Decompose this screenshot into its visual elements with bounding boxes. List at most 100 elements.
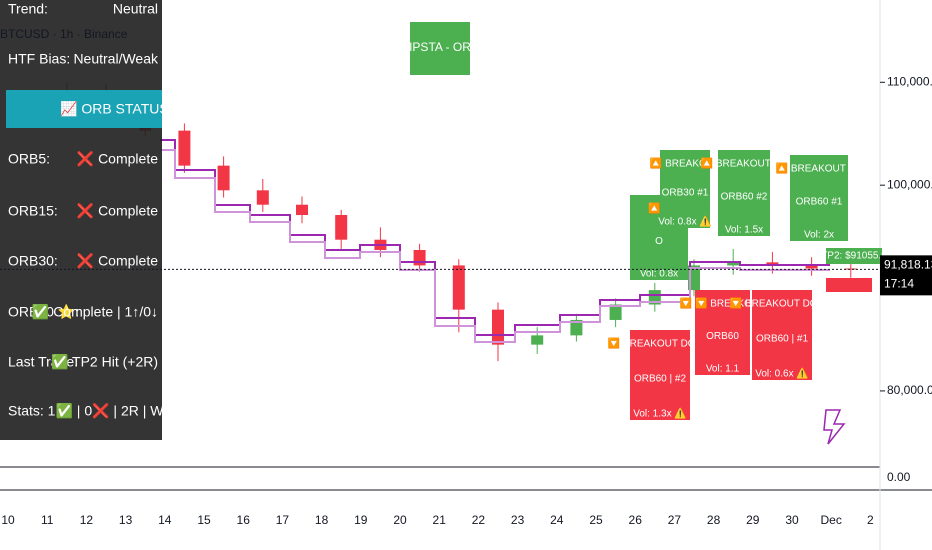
candle-body	[609, 304, 622, 320]
annotation-text: ORB60 | #1	[756, 334, 809, 345]
panel-cell: Stats: 1✅ | 0❌ | 2R | WR: 100%	[8, 403, 217, 420]
x-tick-label: 22	[472, 513, 486, 527]
annotation-text: Vol: 1.1	[706, 364, 740, 375]
title-box	[410, 22, 470, 75]
candle-body	[256, 190, 269, 205]
x-tick-label: 17	[276, 513, 290, 527]
annotation-text: Vol: 1.3x ⚠️	[633, 407, 687, 420]
candle-body	[296, 204, 308, 216]
x-tick-label: 14	[158, 513, 172, 527]
panel-value: ✅ TP2 Hit (+2R)	[51, 354, 158, 371]
annotation-text: Vol: 0.6x ⚠️	[755, 367, 809, 380]
x-tick-label: 16	[237, 513, 251, 527]
annotation-text: ORB60	[706, 331, 739, 342]
x-tick-label: 27	[668, 513, 682, 527]
x-tick-label: 2	[867, 513, 874, 527]
panel-label: ORB30:	[8, 253, 58, 269]
y-tick-label: 80,000.00	[887, 383, 932, 397]
candle-body	[531, 335, 544, 345]
panel-value: ❌ Complete	[77, 203, 158, 220]
candle-body	[335, 215, 348, 240]
status-panel	[0, 0, 162, 440]
x-tick-label: 13	[119, 513, 133, 527]
panel-value: Neutral/Weak	[73, 51, 159, 67]
candle-body	[805, 265, 818, 269]
candle-body	[217, 165, 230, 191]
x-tick-label: 29	[746, 513, 760, 527]
y-tick-label: 100,000.00	[887, 177, 932, 191]
symbol-info: BTCUSD · 1h · Binance	[0, 27, 128, 41]
panel-label: Last Trade:	[8, 354, 78, 370]
panel-value: Neutral	[113, 1, 158, 17]
annotation-text: 🔼 BREAKOUT UP	[701, 157, 788, 170]
candle-body	[727, 262, 740, 266]
x-tick-label: 10	[1, 513, 15, 527]
candle-body	[766, 262, 779, 266]
annotation-box	[826, 248, 882, 264]
x-tick-label: 20	[393, 513, 407, 527]
panel-label: HTF Bias:	[8, 51, 70, 67]
x-tick-label: 21	[433, 513, 447, 527]
x-tick-label: 11	[41, 513, 54, 527]
panel-label: Trend:	[8, 1, 48, 17]
last-price-box	[880, 255, 932, 296]
x-tick-label: 24	[550, 513, 564, 527]
annotation-text: 🔽 BREAKOUT DOWN	[608, 337, 713, 350]
y-tick-label: 110,000.00	[887, 74, 932, 88]
annotation-box	[718, 150, 770, 236]
annotation-text: TP2: $91055.9	[821, 251, 887, 262]
lower-pane-tick: 0.00	[887, 470, 911, 484]
panel-value: ❌ Complete	[77, 253, 158, 270]
panel-label: ORB15:	[8, 203, 58, 219]
chart-title: PIPSTA - ORB	[401, 40, 479, 54]
panel-label: ORB60 ⭐:	[8, 304, 79, 320]
x-tick-label: 28	[707, 513, 721, 527]
annotation-text: 🔼 BREAKOUT UP	[776, 162, 863, 175]
annotation-text: ORB60 #2	[721, 192, 768, 203]
orb-levels	[160, 149, 830, 343]
candle-body	[844, 268, 857, 270]
x-tick-label: 30	[785, 513, 799, 527]
annotation-text: 🔽 🔽 BREAKOUT	[680, 297, 765, 310]
annotation-text: Vol: 0.8x	[640, 269, 678, 280]
annotation-text: Vol: 1.5x	[725, 225, 763, 236]
annotation-box	[660, 150, 710, 228]
annotation-box	[752, 290, 812, 380]
panel-value: ✅ Complete | 1↑/0↓	[32, 304, 158, 321]
panel-rows: Trend: Neutral HTF Bias: Neutral/Weak 📈 ORB …	[8, 1, 217, 420]
annotation-text: ORB60 | #2	[634, 374, 687, 385]
annotation-box	[695, 290, 750, 375]
panel-cell: 📈 ORB STATUS	[60, 101, 169, 118]
annotation-box	[630, 330, 690, 420]
panel-label: ORB5:	[8, 151, 50, 167]
logo	[823, 409, 846, 445]
annotation-text: Vol: 2x	[804, 230, 834, 241]
annotation-text: ORB60 #1	[796, 197, 843, 208]
x-tick-label: Dec	[821, 513, 842, 527]
x-tick-label: 15	[197, 513, 211, 527]
annotation-box	[790, 155, 848, 241]
x-tick-label: 12	[80, 513, 94, 527]
candle-body	[492, 309, 504, 345]
annotation-text: 🔼 BREAKOUT	[650, 157, 720, 170]
candle-body	[452, 265, 465, 310]
annotation-text: O	[655, 236, 663, 247]
panel-value: ❌ Complete	[77, 151, 158, 168]
x-tick-label: 18	[315, 513, 329, 527]
annotation-box	[826, 278, 872, 292]
annotation-text: Vol: 0.8x ⚠️	[658, 215, 712, 228]
x-tick-label: 26	[629, 513, 643, 527]
x-tick-label: 25	[589, 513, 603, 527]
candle-body	[648, 290, 661, 305]
countdown: 17:14	[884, 277, 914, 291]
panel-header	[6, 90, 162, 128]
candle-body	[570, 319, 583, 336]
candle-body	[178, 130, 191, 166]
annotation-text: 🔽 BREAKOUT DOWN	[730, 297, 835, 310]
x-tick-label: 19	[354, 513, 368, 527]
candle-body	[413, 249, 426, 266]
x-tick-label: 23	[511, 513, 525, 527]
last-price-label: 91,818.13	[884, 258, 932, 272]
